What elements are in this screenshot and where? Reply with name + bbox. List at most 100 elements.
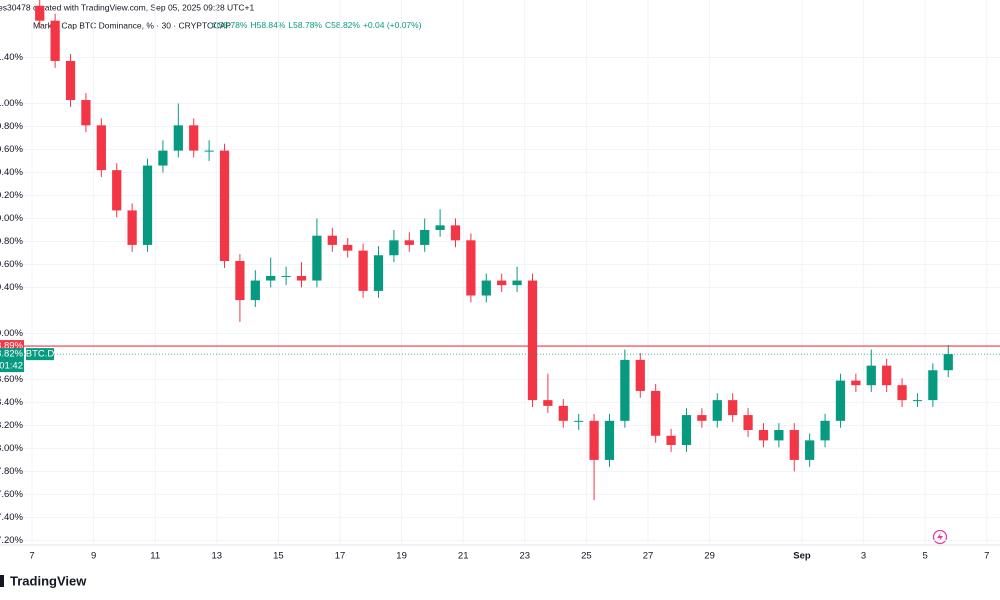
candle-body xyxy=(820,420,830,441)
candle-body xyxy=(281,275,291,277)
y-tick-label: 57.60% xyxy=(0,489,24,500)
candle-body xyxy=(851,380,861,386)
y-tick-label: 59.40% xyxy=(0,282,24,293)
candle-body xyxy=(912,400,923,402)
candle-body xyxy=(651,390,661,436)
x-tick-label: 19 xyxy=(396,551,407,562)
candles xyxy=(35,0,953,501)
price-line-label: 58.89% xyxy=(0,341,24,352)
candle-body xyxy=(404,240,414,245)
y-tick-label: 60.60% xyxy=(0,144,24,155)
grid xyxy=(0,0,1000,545)
candle-body xyxy=(743,415,753,431)
y-tick-label: 58.40% xyxy=(0,397,24,408)
candle-body xyxy=(604,420,615,460)
candle-body xyxy=(527,280,538,401)
candle-body xyxy=(574,420,584,422)
candle-body xyxy=(127,210,137,245)
candle-body xyxy=(158,150,168,166)
candle-body xyxy=(266,275,276,281)
x-tick-label: 3 xyxy=(861,551,866,562)
y-tick-label: 58.20% xyxy=(0,420,24,431)
candle-body xyxy=(450,225,461,241)
y-tick-label: 59.00% xyxy=(0,328,24,339)
candle-body xyxy=(928,370,938,401)
candle-body xyxy=(758,430,769,441)
x-tick-label: 7 xyxy=(984,551,989,562)
candle-body xyxy=(897,385,907,401)
x-tick-label: 29 xyxy=(704,551,715,562)
x-tick-label: 21 xyxy=(458,551,469,562)
y-tick-label: 60.00% xyxy=(0,213,24,224)
x-tick-label: 27 xyxy=(643,551,654,562)
candle-body xyxy=(358,250,368,291)
logo-text: TradingView xyxy=(10,573,87,588)
candle-body xyxy=(142,165,153,245)
bolt-icon xyxy=(932,529,948,545)
x-tick-label: Sep xyxy=(793,551,811,562)
candle-body xyxy=(312,235,322,281)
candle-body xyxy=(189,125,199,151)
candle-body xyxy=(712,400,722,421)
candle-body xyxy=(235,261,245,301)
candle-body xyxy=(481,280,491,296)
candle-body xyxy=(789,430,799,460)
candle-body xyxy=(343,244,353,251)
candle-body xyxy=(250,280,260,301)
candle-body xyxy=(866,365,876,386)
x-tick-label: 9 xyxy=(91,551,96,562)
candle-body xyxy=(512,280,522,286)
candle-body xyxy=(81,100,91,126)
ohlc-legend: O58.78% H58.84% L58.78% C58.82% +0.04 (+0.07… xyxy=(212,20,422,30)
y-tick-label: 59.60% xyxy=(0,259,24,270)
candle-body xyxy=(50,20,60,61)
candle-body xyxy=(65,60,76,101)
y-tick-label: 60.20% xyxy=(0,190,24,201)
candle-body xyxy=(882,365,892,386)
candle-body xyxy=(373,255,384,291)
countdown: 01:42 xyxy=(0,361,23,372)
y-tick-label: 58.60% xyxy=(0,374,24,385)
x-tick-label: 25 xyxy=(581,551,592,562)
legend: Market Cap BTC Dominance, % · 30 · CRYPT… xyxy=(33,20,231,30)
y-tick-label: 60.40% xyxy=(0,167,24,178)
y-tick-label: 59.80% xyxy=(0,236,24,247)
last-price-box xyxy=(0,348,24,373)
y-tick-label: 58.00% xyxy=(0,443,24,454)
candle-body xyxy=(635,359,645,391)
y-tick-label: 61.40% xyxy=(0,52,24,63)
candle-body xyxy=(112,170,122,211)
candle-body xyxy=(296,275,307,281)
ohlc-value: +0.04 (+0.07%) xyxy=(363,20,422,30)
candle-body xyxy=(420,229,430,245)
tradingview-logo: TradingView xyxy=(0,573,87,588)
symbol-label: BTC.D xyxy=(26,349,55,360)
candle-body xyxy=(173,125,183,151)
candle-body xyxy=(497,280,507,286)
x-tick-label: 11 xyxy=(150,551,160,562)
ohlc-value: L58.78% xyxy=(288,20,322,30)
symbol-box xyxy=(26,348,54,361)
x-tick-label: 15 xyxy=(273,551,284,562)
candle-body xyxy=(389,240,399,256)
x-tick-label: 17 xyxy=(335,551,346,562)
x-tick-label: 5 xyxy=(923,551,928,562)
candle-body xyxy=(96,125,106,171)
y-tick-label: 57.40% xyxy=(0,512,24,523)
credit: es30478 created with TradingView.com, Se… xyxy=(0,2,254,12)
candle-body xyxy=(805,440,815,460)
candle-body xyxy=(204,150,214,152)
candle-body xyxy=(466,240,476,296)
candle-body xyxy=(943,354,953,371)
candle-body xyxy=(728,400,738,416)
x-tick-label: 13 xyxy=(212,551,223,562)
candle-body xyxy=(681,415,692,445)
candle-body xyxy=(219,150,230,262)
y-tick-label: 61.00% xyxy=(0,98,24,109)
x-tick-label: 23 xyxy=(520,551,531,562)
y-tick-label: 60.80% xyxy=(0,121,24,132)
ohlc-value: H58.84% xyxy=(250,20,285,30)
last-price-label: 58.82% xyxy=(0,349,24,360)
